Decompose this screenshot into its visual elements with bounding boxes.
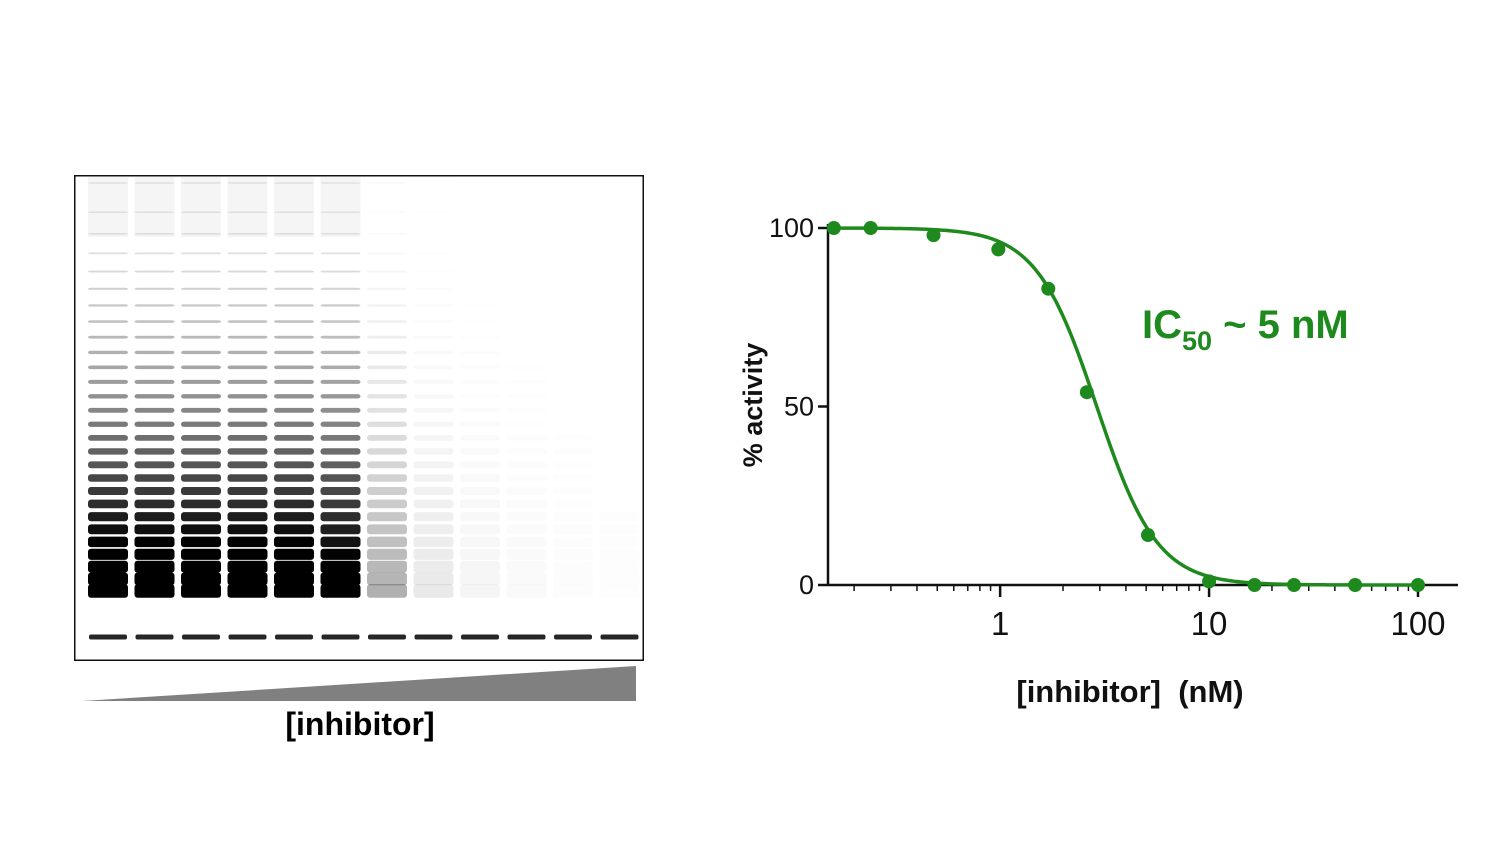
x-tick-label: 100 [1390, 605, 1445, 642]
concentration-wedge [82, 666, 636, 701]
gel-lane [88, 177, 128, 640]
gel-lane [227, 177, 268, 640]
data-point [826, 221, 841, 235]
x-axis-title: [inhibitor] (nM) [1016, 674, 1243, 709]
data-point [1202, 574, 1217, 589]
ic50-main: IC [1142, 303, 1182, 347]
dose-response-chart: 0 50 100 1 10 100 % activity [inhibitor] (nM)… [738, 213, 1458, 709]
gel-lane [600, 634, 639, 640]
ic50-suffix: ~ 5 nM [1212, 303, 1349, 347]
gel-lane [320, 177, 361, 640]
ic50-annotation: IC50 ~ 5 nM [1142, 303, 1349, 356]
y-tick-label: 0 [799, 570, 814, 600]
gel-lane [554, 634, 592, 640]
gel-lane [461, 634, 499, 640]
fit-curve [828, 226, 1418, 587]
data-point [991, 242, 1006, 257]
data-point [1411, 578, 1425, 592]
gel-lane [413, 435, 454, 640]
y-axis-title: % activity [738, 343, 768, 468]
data-points [826, 221, 1425, 592]
x-tick-label: 1 [991, 605, 1009, 642]
gel-image-panel [74, 175, 644, 661]
x-tick-label: 10 [1191, 605, 1228, 642]
y-tick-label: 100 [769, 213, 814, 243]
data-point [926, 228, 941, 243]
gel-inhibitor-label: [inhibitor] [285, 706, 435, 742]
data-point [1140, 528, 1155, 543]
chart-axes: 0 50 100 1 10 100 [769, 213, 1458, 642]
gel-lane [367, 287, 407, 640]
gel-lane [181, 177, 221, 640]
gel-image [74, 175, 644, 661]
gel-lane [134, 177, 175, 640]
wedge-triangle [82, 666, 636, 701]
y-tick-label: 50 [784, 392, 814, 422]
data-point [1041, 281, 1056, 296]
ic50-subscript: 50 [1182, 326, 1212, 356]
data-point [1348, 578, 1363, 592]
data-point [1079, 385, 1094, 400]
data-point [863, 221, 878, 235]
gel-lane [274, 177, 314, 640]
gel-lane [507, 634, 546, 640]
data-point [1247, 578, 1262, 592]
data-point [1287, 578, 1302, 592]
